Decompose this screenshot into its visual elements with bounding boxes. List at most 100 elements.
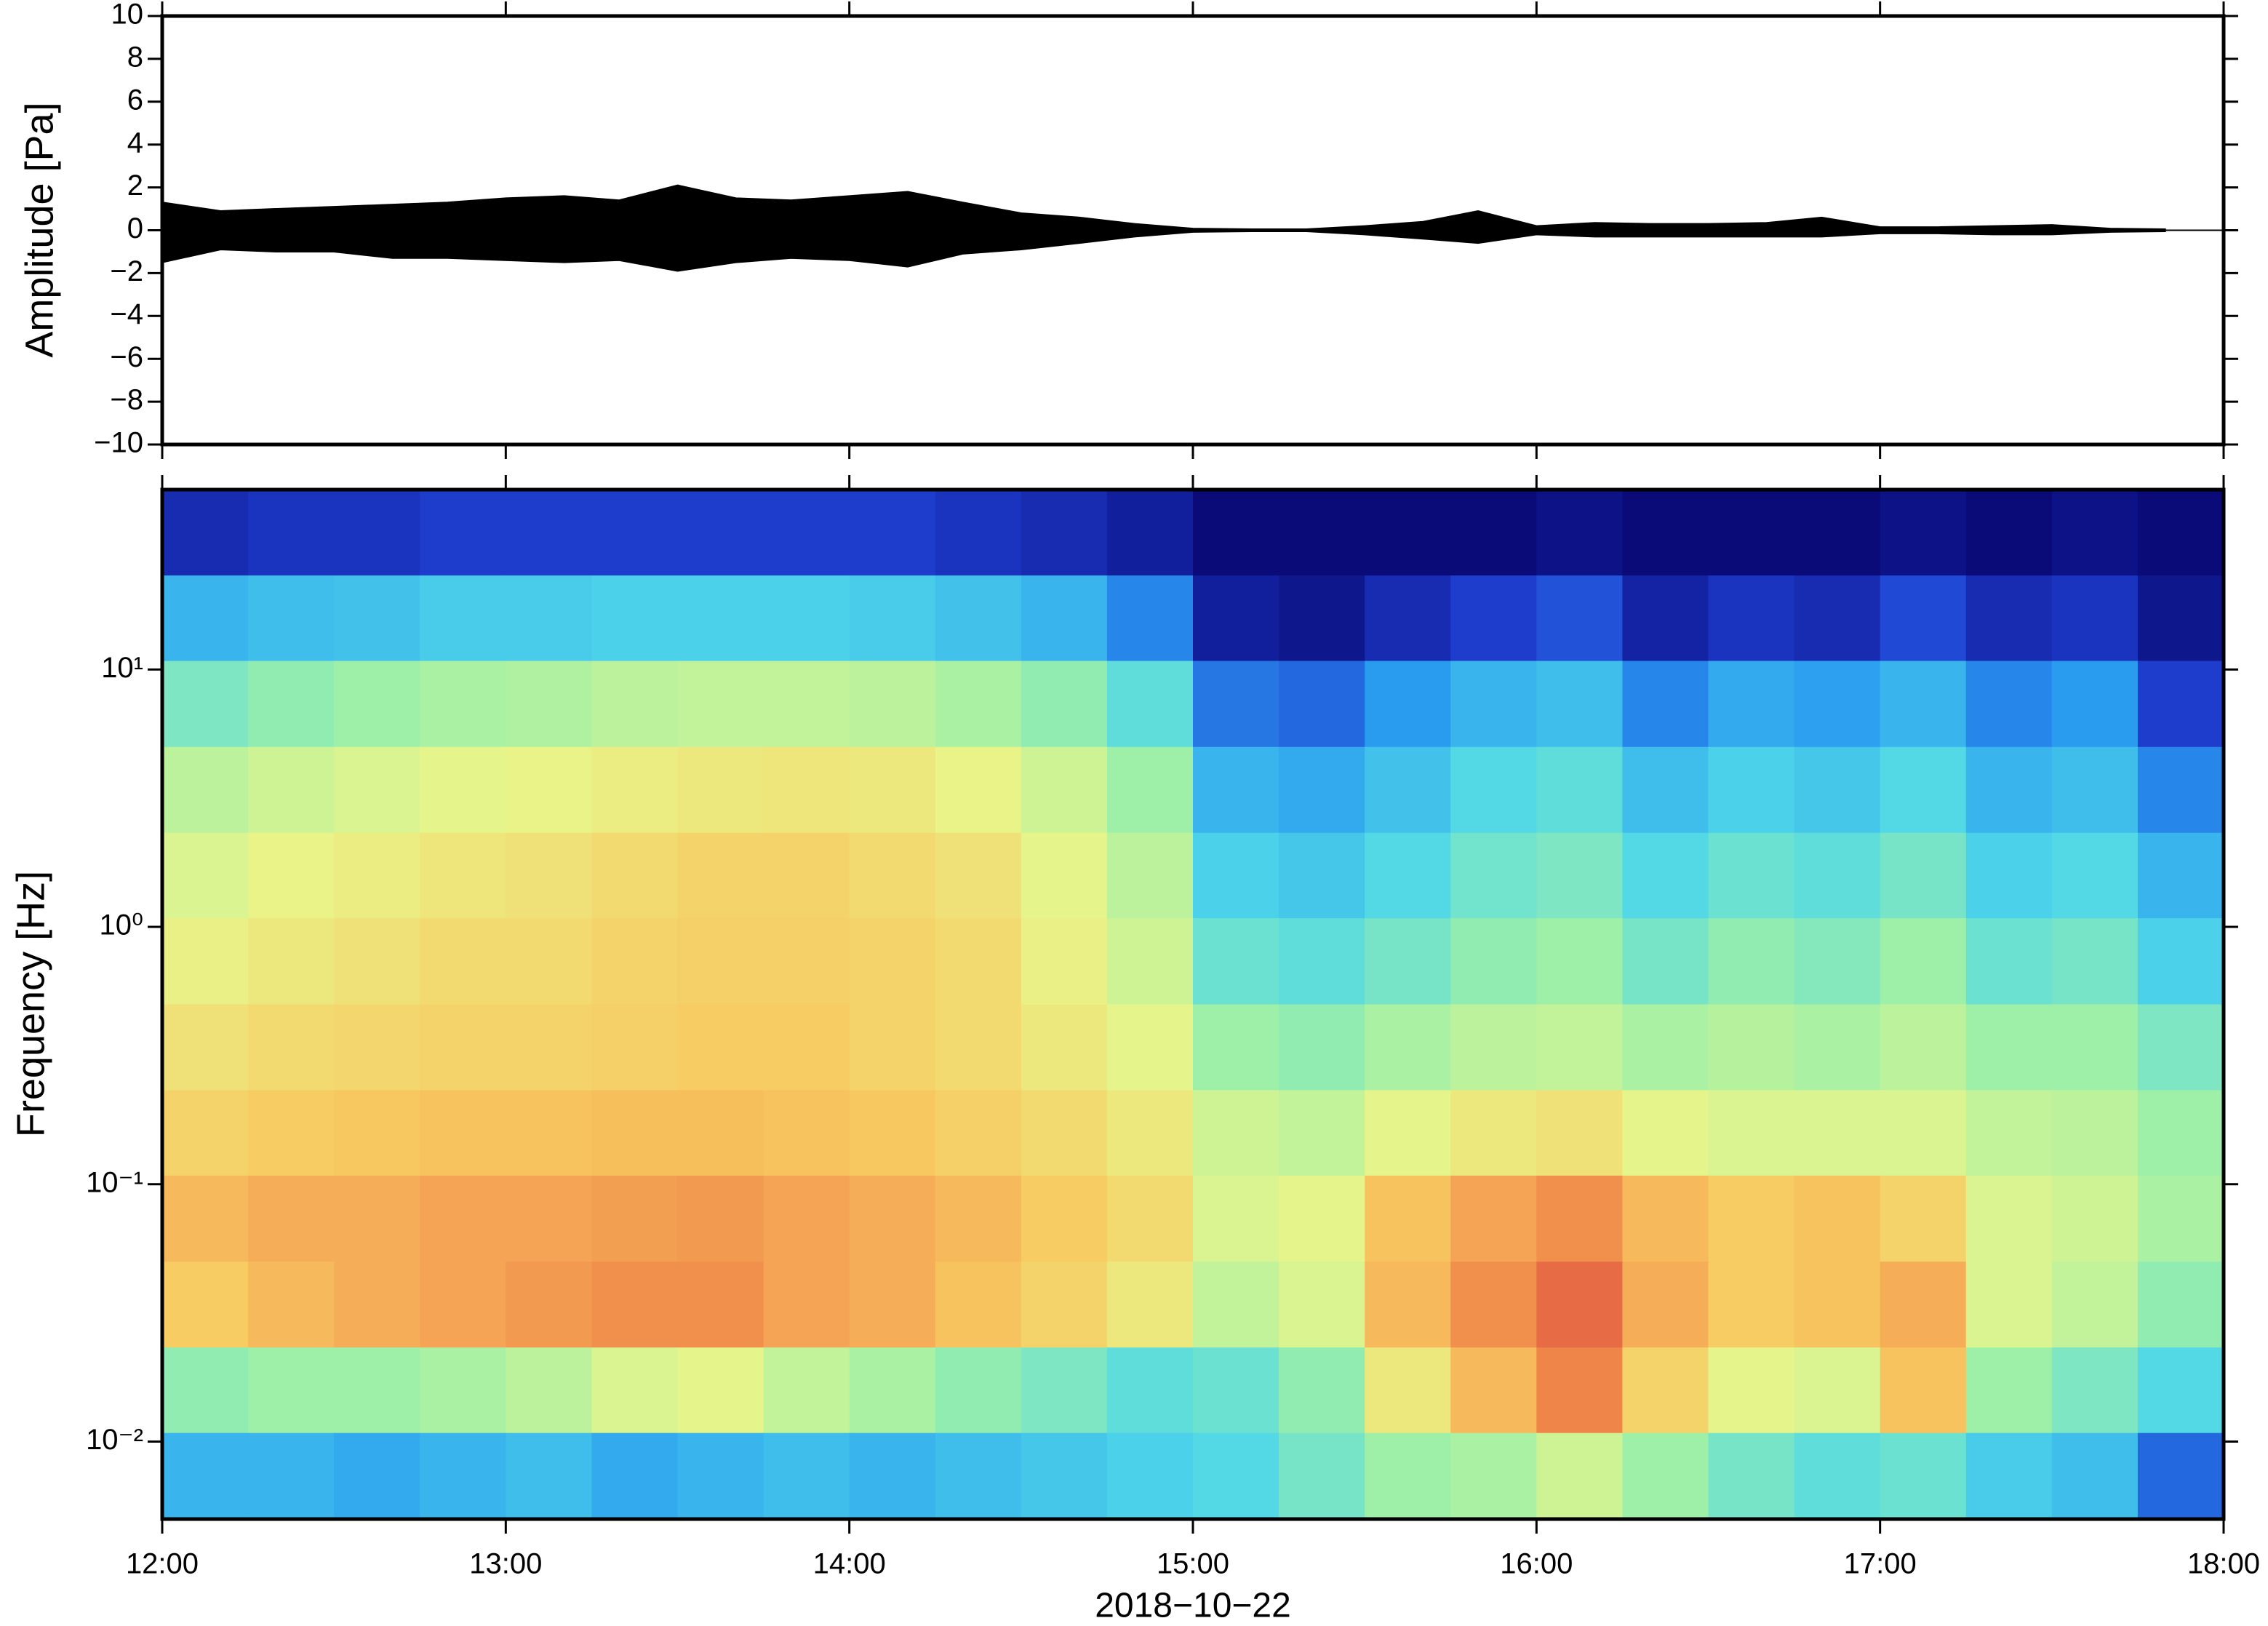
spectrogram-cell: [849, 1090, 936, 1176]
spectrogram-cell: [2137, 1347, 2224, 1434]
spectrogram-cell: [1880, 1090, 1967, 1176]
spectrogram-cell: [2137, 918, 2224, 1005]
spectrogram-cell: [1106, 1347, 1194, 1434]
spectrogram-cell: [1365, 1432, 1452, 1520]
plot-frame: [160, 14, 2226, 447]
spectrogram-cell: [591, 1262, 679, 1349]
spectrogram-cell: [677, 661, 764, 748]
spectrogram-cell: [1193, 1090, 1279, 1176]
spectrogram-cell: [1880, 1347, 1967, 1434]
spectrogram-cell: [763, 1262, 850, 1349]
spectrogram-cell: [935, 490, 1022, 576]
spectrogram-cell: [1536, 918, 1624, 1005]
spectrogram-cell: [1708, 575, 1795, 662]
spectrogram-cell: [763, 490, 850, 576]
spectrogram-cell: [935, 1090, 1022, 1176]
spectrogram-cell: [849, 1262, 936, 1349]
spectrogram-cell: [2137, 832, 2224, 919]
spectrogram-cell: [935, 1347, 1022, 1434]
spectrogram-cell: [2137, 490, 2224, 576]
spectrogram-cell: [506, 1004, 593, 1091]
spectrogram-cell: [1279, 746, 1365, 834]
spectrogram-cell: [1965, 746, 2053, 834]
spectrogram-cell: [162, 1175, 249, 1263]
spectrogram-cell: [1536, 661, 1624, 748]
spectrogram-cell: [849, 1175, 936, 1263]
spectrogram-cell: [1880, 918, 1967, 1005]
spectrogram-cell: [1536, 1347, 1624, 1434]
spectrogram-cell: [420, 575, 507, 662]
frequency-axis-label: Frequency [Hz]: [9, 871, 52, 1137]
spectrogram-cell: [506, 918, 593, 1005]
spectrogram-cell: [248, 1090, 335, 1176]
spectrogram-cell: [420, 1090, 507, 1176]
spectrogram-cell: [1021, 746, 1108, 834]
spectrogram-cell: [2137, 1090, 2224, 1176]
spectrogram-cell: [2137, 575, 2224, 662]
spectrogram-cell: [420, 1175, 507, 1263]
spectrogram-cell: [1536, 490, 1624, 576]
y-tick-label: 10⁰: [99, 909, 143, 941]
spectrogram-cell: [1794, 746, 1881, 834]
spectrogram-cell: [935, 1432, 1022, 1520]
spectrogram-cell: [1708, 1347, 1795, 1434]
spectrogram-cell: [2051, 1175, 2139, 1263]
spectrogram-cell: [1708, 746, 1795, 834]
spectrogram-cell: [677, 1262, 764, 1349]
spectrogram-cell: [1193, 661, 1279, 748]
spectrogram-cell: [334, 832, 421, 919]
spectrogram-cell: [1536, 1262, 1624, 1349]
y-tick-label: 8: [127, 41, 143, 73]
spectrogram-cell: [1279, 1432, 1365, 1520]
spectrogram-cell: [2051, 1262, 2139, 1349]
spectrogram-cell: [248, 1347, 335, 1434]
spectrogram-cell: [248, 1432, 335, 1520]
spectrogram-cell: [162, 661, 249, 748]
spectrogram-cell: [677, 918, 764, 1005]
spectrogram-cell: [1965, 1090, 2053, 1176]
x-tick-label: 12:00: [126, 1548, 199, 1580]
spectrogram-cell: [420, 1004, 507, 1091]
spectrogram-cell: [591, 1432, 679, 1520]
spectrogram-cell: [1450, 1432, 1538, 1520]
spectrogram-cell: [420, 1262, 507, 1349]
amplitude-axis-label: Amplitude [Pa]: [17, 102, 61, 357]
spectrogram-cell: [763, 1347, 850, 1434]
spectrogram-cell: [1021, 1262, 1108, 1349]
spectrogram-cell: [1536, 746, 1624, 834]
spectrogram-cell: [1193, 1262, 1279, 1349]
spectrogram-cell: [677, 1004, 764, 1091]
spectrogram-cell: [763, 1004, 850, 1091]
spectrogram-cell: [1021, 1432, 1108, 1520]
spectrogram-cell: [506, 1175, 593, 1263]
spectrogram-cell: [334, 1004, 421, 1091]
spectrogram-cell: [1708, 1432, 1795, 1520]
spectrogram-cell: [1708, 832, 1795, 919]
spectrogram-cell: [1365, 661, 1452, 748]
spectrogram-cell: [1365, 1175, 1452, 1263]
spectrogram-cell: [1021, 918, 1108, 1005]
spectrogram-cell: [677, 490, 764, 576]
spectrogram-cell: [1365, 832, 1452, 919]
spectrogram-cell: [935, 918, 1022, 1005]
spectrogram-cell: [1279, 1175, 1365, 1263]
spectrogram-cell: [1450, 1262, 1538, 1349]
spectrogram-cell: [1450, 1347, 1538, 1434]
spectrogram-cell: [1193, 1432, 1279, 1520]
spectrogram-cell: [1622, 1347, 1709, 1434]
spectrogram-cell: [420, 1347, 507, 1434]
spectrogram-cell: [849, 1347, 936, 1434]
spectrogram-cell: [1622, 575, 1709, 662]
spectrogram-cell: [1880, 1004, 1967, 1091]
spectrogram-cell: [1450, 575, 1538, 662]
spectrogram-cell: [420, 661, 507, 748]
spectrogram-cell: [1965, 1347, 2053, 1434]
y-tick-label: 10¹: [101, 652, 143, 684]
spectrogram-cell: [420, 832, 507, 919]
spectrogram-cell: [1708, 1090, 1795, 1176]
spectrogram-cell: [1880, 575, 1967, 662]
spectrogram-cell: [334, 661, 421, 748]
spectrogram-cell: [1106, 1432, 1194, 1520]
spectrogram-cell: [1536, 832, 1624, 919]
